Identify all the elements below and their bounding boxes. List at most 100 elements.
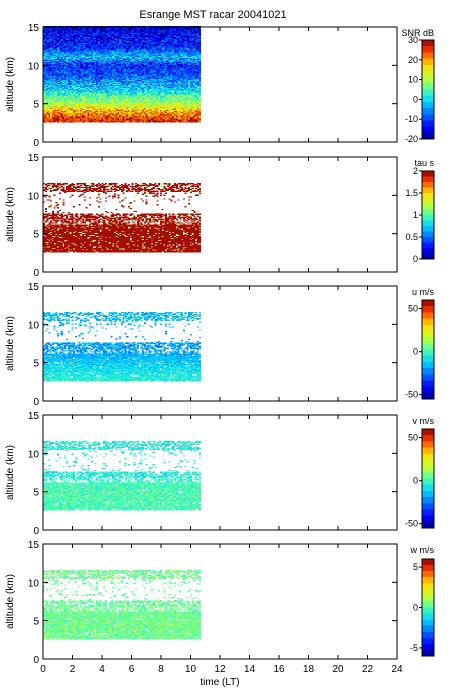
data-cell (50, 121, 53, 123)
data-cell (97, 88, 100, 90)
data-cell (92, 104, 95, 107)
data-cell (44, 59, 47, 62)
data-cell (66, 50, 69, 52)
data-cell (85, 60, 88, 62)
data-cell (51, 96, 54, 98)
data-cell (83, 102, 86, 105)
data-cell (57, 64, 60, 66)
data-cell (85, 82, 88, 85)
data-cell (94, 80, 97, 83)
data-cell (101, 73, 104, 75)
data-cell (69, 102, 72, 105)
data-cell (67, 42, 70, 44)
data-cell (85, 75, 88, 77)
data-cell (97, 32, 100, 35)
data-cell (97, 90, 100, 92)
data-cell (67, 102, 70, 105)
data-cell (53, 115, 56, 117)
data-cell (92, 31, 95, 34)
data-cell (78, 96, 81, 98)
data-cell (101, 97, 104, 99)
data-cell (115, 73, 118, 75)
data-cell (58, 113, 61, 115)
data-cell (97, 66, 100, 68)
data-cell (94, 61, 97, 63)
data-cell (43, 86, 46, 88)
data-cell (104, 119, 108, 121)
data-cell (104, 121, 108, 123)
data-cell (89, 120, 92, 122)
data-cell (44, 92, 47, 94)
data-cell (104, 42, 108, 44)
data-cell (83, 40, 86, 42)
data-cell (64, 104, 67, 107)
data-cell (46, 82, 49, 85)
data-cell (89, 47, 92, 49)
data-cell (66, 102, 69, 105)
data-cell (89, 93, 92, 95)
data-cell (83, 61, 86, 63)
data-cell (101, 92, 104, 94)
data-cell (67, 45, 70, 47)
data-cell (71, 50, 74, 52)
data-cell (99, 82, 102, 85)
data-cell (101, 50, 104, 52)
data-cell (51, 55, 54, 58)
data-cell (104, 36, 108, 39)
data-cell (90, 29, 93, 31)
data-cell (81, 101, 85, 104)
data-cell (110, 29, 113, 31)
data-cell (115, 72, 118, 74)
data-cell (96, 114, 99, 116)
data-cell (106, 83, 109, 85)
data-cell (97, 85, 100, 87)
data-cell (104, 107, 108, 109)
data-cell (69, 33, 72, 36)
data-cell (87, 108, 90, 110)
data-cell (113, 49, 116, 51)
data-cell (87, 81, 90, 84)
data-cell (92, 113, 95, 115)
data-cell (78, 77, 81, 79)
data-cell (44, 90, 47, 92)
data-cell (78, 57, 81, 60)
data-cell (44, 41, 47, 43)
data-cell (99, 43, 102, 45)
data-cell (53, 67, 56, 69)
data-cell (69, 90, 72, 92)
data-cell (78, 47, 81, 49)
data-cell (110, 85, 113, 87)
data-cell (110, 99, 113, 101)
data-cell (104, 27, 108, 29)
data-cell (99, 74, 102, 76)
data-cell (85, 91, 88, 93)
data-cell (57, 46, 60, 48)
data-cell (62, 108, 65, 110)
data-cell (106, 31, 109, 34)
data-cell (69, 47, 72, 49)
data-cell (83, 36, 86, 39)
data-cell (71, 40, 74, 42)
data-cell (85, 63, 88, 65)
data-cell (106, 86, 109, 88)
data-cell (46, 113, 49, 115)
data-cell (90, 68, 93, 70)
data-cell (96, 73, 99, 75)
data-cell (90, 86, 93, 88)
data-cell (76, 84, 79, 86)
data-cell (106, 31, 109, 33)
data-cell (96, 60, 99, 62)
data-cell (64, 87, 67, 89)
data-cell (73, 31, 76, 33)
data-cell (104, 100, 108, 103)
data-cell (99, 70, 102, 72)
data-cell (92, 65, 95, 67)
data-cell (115, 117, 118, 119)
data-cell (66, 62, 69, 64)
data-cell (112, 100, 115, 102)
data-cell (87, 50, 90, 52)
data-cell (58, 29, 61, 31)
data-cell (60, 31, 63, 34)
data-cell (115, 100, 118, 103)
data-cell (44, 82, 47, 85)
